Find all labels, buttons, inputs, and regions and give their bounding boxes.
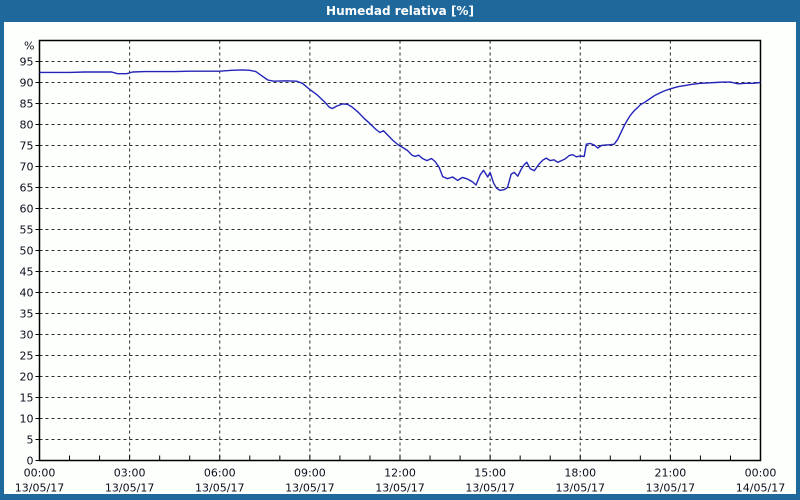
svg-text:18:00: 18:00 bbox=[564, 467, 596, 480]
window-title: Humedad relativa [%] bbox=[326, 4, 474, 18]
svg-text:20: 20 bbox=[20, 371, 34, 384]
svg-text:0: 0 bbox=[27, 455, 34, 468]
svg-text:15:00: 15:00 bbox=[474, 467, 506, 480]
svg-text:13/05/17: 13/05/17 bbox=[285, 482, 334, 495]
x-axis-labels: 00:00 13/05/17 03:00 13/05/17 06:00 13/05/17 0… bbox=[15, 467, 785, 495]
svg-text:40: 40 bbox=[20, 287, 34, 300]
svg-text:09:00: 09:00 bbox=[294, 467, 326, 480]
svg-text:12:00: 12:00 bbox=[384, 467, 416, 480]
svg-text:21:00: 21:00 bbox=[655, 467, 687, 480]
window-frame-bottom bbox=[0, 494, 800, 500]
svg-text:13/05/17: 13/05/17 bbox=[556, 482, 605, 495]
svg-text:13/05/17: 13/05/17 bbox=[15, 482, 64, 495]
svg-text:5: 5 bbox=[27, 434, 34, 447]
svg-text:50: 50 bbox=[20, 245, 34, 258]
svg-text:03:00: 03:00 bbox=[114, 467, 146, 480]
svg-text:90: 90 bbox=[20, 77, 34, 90]
svg-text:95: 95 bbox=[20, 56, 34, 69]
title-bar: Humedad relativa [%] bbox=[0, 0, 800, 22]
gridlines bbox=[39, 40, 761, 461]
svg-text:55: 55 bbox=[20, 224, 34, 237]
svg-text:30: 30 bbox=[20, 329, 34, 342]
svg-text:00:00: 00:00 bbox=[745, 467, 777, 480]
svg-text:13/05/17: 13/05/17 bbox=[195, 482, 244, 495]
window-frame-right bbox=[796, 22, 800, 500]
svg-text:60: 60 bbox=[20, 203, 34, 216]
svg-text:13/05/17: 13/05/17 bbox=[646, 482, 695, 495]
svg-text:25: 25 bbox=[20, 350, 34, 363]
svg-text:85: 85 bbox=[20, 98, 34, 111]
svg-text:13/05/17: 13/05/17 bbox=[465, 482, 514, 495]
svg-text:70: 70 bbox=[20, 161, 34, 174]
svg-text:13/05/17: 13/05/17 bbox=[375, 482, 424, 495]
svg-text:65: 65 bbox=[20, 182, 34, 195]
svg-text:80: 80 bbox=[20, 119, 34, 132]
svg-text:06:00: 06:00 bbox=[204, 467, 236, 480]
axis-ticks bbox=[35, 61, 731, 461]
humidity-line bbox=[39, 69, 761, 192]
svg-text:00:00: 00:00 bbox=[24, 467, 56, 480]
svg-text:15: 15 bbox=[20, 392, 34, 405]
window-frame-left bbox=[0, 22, 4, 500]
svg-text:10: 10 bbox=[20, 413, 34, 426]
svg-text:75: 75 bbox=[20, 140, 34, 153]
svg-text:35: 35 bbox=[20, 308, 34, 321]
svg-text:14/05/17: 14/05/17 bbox=[736, 482, 785, 495]
svg-text:13/05/17: 13/05/17 bbox=[105, 482, 154, 495]
svg-text:%: % bbox=[24, 40, 34, 53]
y-axis-labels: 0 5 10 15 20 25 30 35 40 45 50 55 60 65 70 75 80 85 90 95% bbox=[20, 40, 35, 468]
svg-text:45: 45 bbox=[20, 266, 34, 279]
